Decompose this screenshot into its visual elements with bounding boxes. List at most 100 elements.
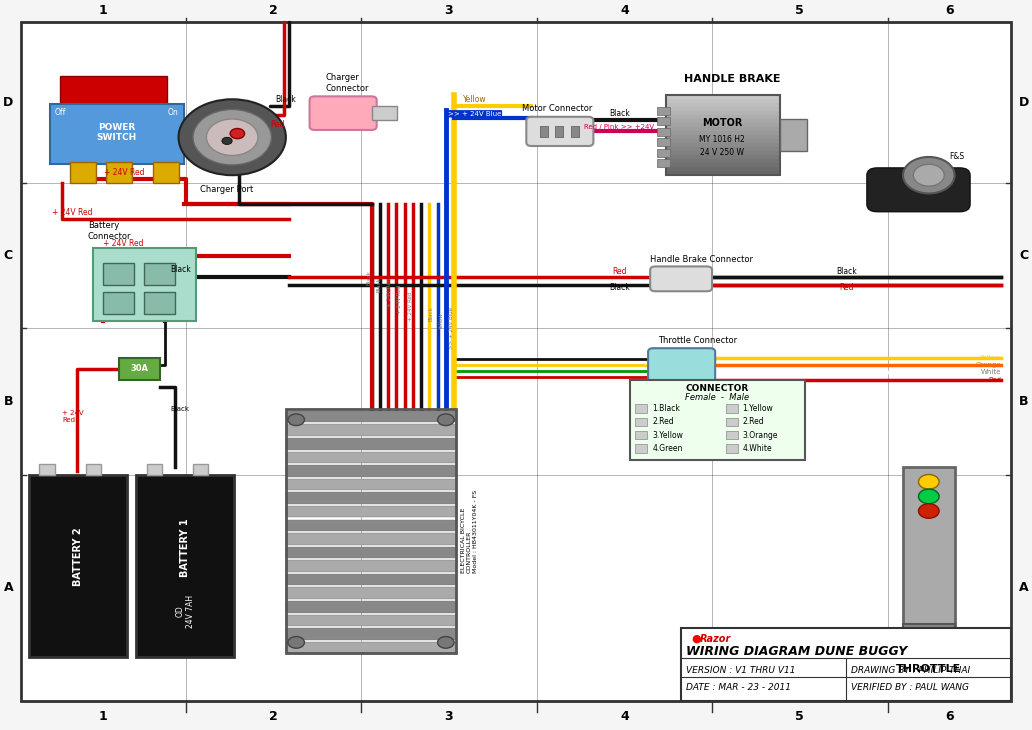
Bar — [780, 119, 807, 151]
Bar — [635, 404, 647, 413]
Text: >> + 24V Blue: >> + 24V Blue — [448, 111, 502, 117]
FancyBboxPatch shape — [310, 96, 377, 130]
Text: 6: 6 — [945, 4, 954, 18]
Bar — [286, 642, 456, 653]
Bar — [635, 444, 647, 453]
Text: 3: 3 — [445, 710, 453, 723]
Text: Yellow: Yellow — [439, 313, 444, 329]
Bar — [286, 561, 456, 572]
Text: Razor: Razor — [700, 634, 731, 644]
Text: DATE : MAR - 23 - 2011: DATE : MAR - 23 - 2011 — [686, 683, 792, 692]
Bar — [630, 380, 805, 460]
Text: >> + 24V Blue: >> + 24V Blue — [449, 307, 454, 350]
Text: + 24V Red: + 24V Red — [408, 292, 413, 321]
Text: White: White — [980, 369, 1001, 375]
Text: 4: 4 — [620, 4, 628, 18]
Bar — [372, 106, 397, 120]
Bar — [635, 418, 647, 426]
Text: B: B — [3, 395, 13, 408]
Bar — [286, 533, 456, 545]
Text: 2: 2 — [269, 710, 278, 723]
Text: POWER
SWITCH: POWER SWITCH — [96, 123, 137, 142]
Text: 1.Yellow: 1.Yellow — [743, 404, 773, 413]
Bar — [286, 629, 456, 639]
Text: Black: Black — [609, 110, 630, 118]
Bar — [666, 167, 780, 172]
Text: + 24V Red: + 24V Red — [387, 277, 392, 307]
Bar — [144, 292, 175, 314]
Text: Black: Black — [377, 277, 382, 292]
Text: A: A — [3, 581, 13, 594]
Bar — [666, 95, 780, 175]
Circle shape — [288, 637, 304, 648]
Text: 4: 4 — [620, 710, 628, 723]
Text: C: C — [1020, 249, 1028, 262]
Bar — [666, 103, 780, 107]
Text: Black: Black — [170, 265, 191, 274]
Text: 1: 1 — [99, 710, 107, 723]
Bar — [681, 628, 1011, 701]
Bar — [286, 601, 456, 612]
Text: 3.Yellow: 3.Yellow — [652, 431, 683, 439]
Bar — [93, 248, 196, 321]
Text: 4.Green: 4.Green — [652, 444, 682, 453]
Bar — [666, 147, 780, 151]
Text: DRAWING BY : PHILIP THAI: DRAWING BY : PHILIP THAI — [851, 666, 970, 675]
Text: VERIFIED BY : PAUL WANG: VERIFIED BY : PAUL WANG — [851, 683, 969, 692]
Text: Black: Black — [366, 270, 372, 285]
Bar — [666, 151, 780, 155]
Circle shape — [918, 504, 939, 518]
Text: HANDLE BRAKE: HANDLE BRAKE — [684, 74, 781, 84]
Bar — [106, 162, 132, 182]
Bar — [666, 135, 780, 139]
Bar — [657, 128, 670, 136]
Text: + 24V
Red: + 24V Red — [62, 410, 84, 423]
Bar — [903, 467, 955, 628]
Bar — [657, 138, 670, 146]
Bar — [119, 358, 160, 380]
Bar — [657, 107, 670, 115]
Text: Yellow: Yellow — [979, 355, 1001, 361]
Bar — [286, 588, 456, 599]
Text: Black: Black — [170, 406, 189, 412]
Text: 1: 1 — [99, 4, 107, 18]
Bar — [666, 127, 780, 131]
Bar — [29, 474, 127, 657]
Bar — [39, 464, 55, 474]
Circle shape — [288, 414, 304, 426]
Text: Red: Red — [270, 120, 285, 128]
Bar — [286, 506, 456, 518]
Bar — [666, 143, 780, 147]
Bar — [103, 263, 134, 285]
Bar — [286, 574, 456, 585]
Text: BATTERY 1: BATTERY 1 — [181, 518, 190, 577]
Text: 30A: 30A — [130, 364, 149, 373]
Text: Handle Brake Connector: Handle Brake Connector — [650, 255, 753, 264]
Text: 2.Red: 2.Red — [652, 418, 674, 426]
Bar — [50, 104, 184, 164]
Bar — [144, 263, 175, 285]
Text: D: D — [1019, 96, 1029, 109]
Bar — [727, 404, 739, 413]
Text: D: D — [3, 96, 13, 109]
Text: Black: Black — [428, 307, 433, 321]
Bar — [193, 464, 208, 474]
FancyBboxPatch shape — [867, 168, 970, 212]
FancyBboxPatch shape — [648, 348, 715, 382]
Text: Black: Black — [276, 96, 296, 104]
Text: + 24V Red: + 24V Red — [103, 239, 143, 248]
Text: Red: Red — [612, 267, 626, 276]
Bar — [666, 159, 780, 163]
Text: 6: 6 — [945, 710, 954, 723]
Bar — [286, 424, 456, 436]
Text: Orange: Orange — [975, 362, 1001, 368]
Text: OD
24V 7AH: OD 24V 7AH — [175, 595, 195, 628]
Circle shape — [438, 637, 454, 648]
Text: Red / Pink >> +24V: Red / Pink >> +24V — [584, 124, 654, 130]
Text: Off: Off — [54, 108, 66, 117]
Text: Female  -  Male: Female - Male — [685, 393, 749, 402]
Circle shape — [222, 137, 232, 145]
Text: 3.Orange: 3.Orange — [743, 431, 778, 439]
Bar — [666, 111, 780, 115]
Bar — [666, 123, 780, 127]
